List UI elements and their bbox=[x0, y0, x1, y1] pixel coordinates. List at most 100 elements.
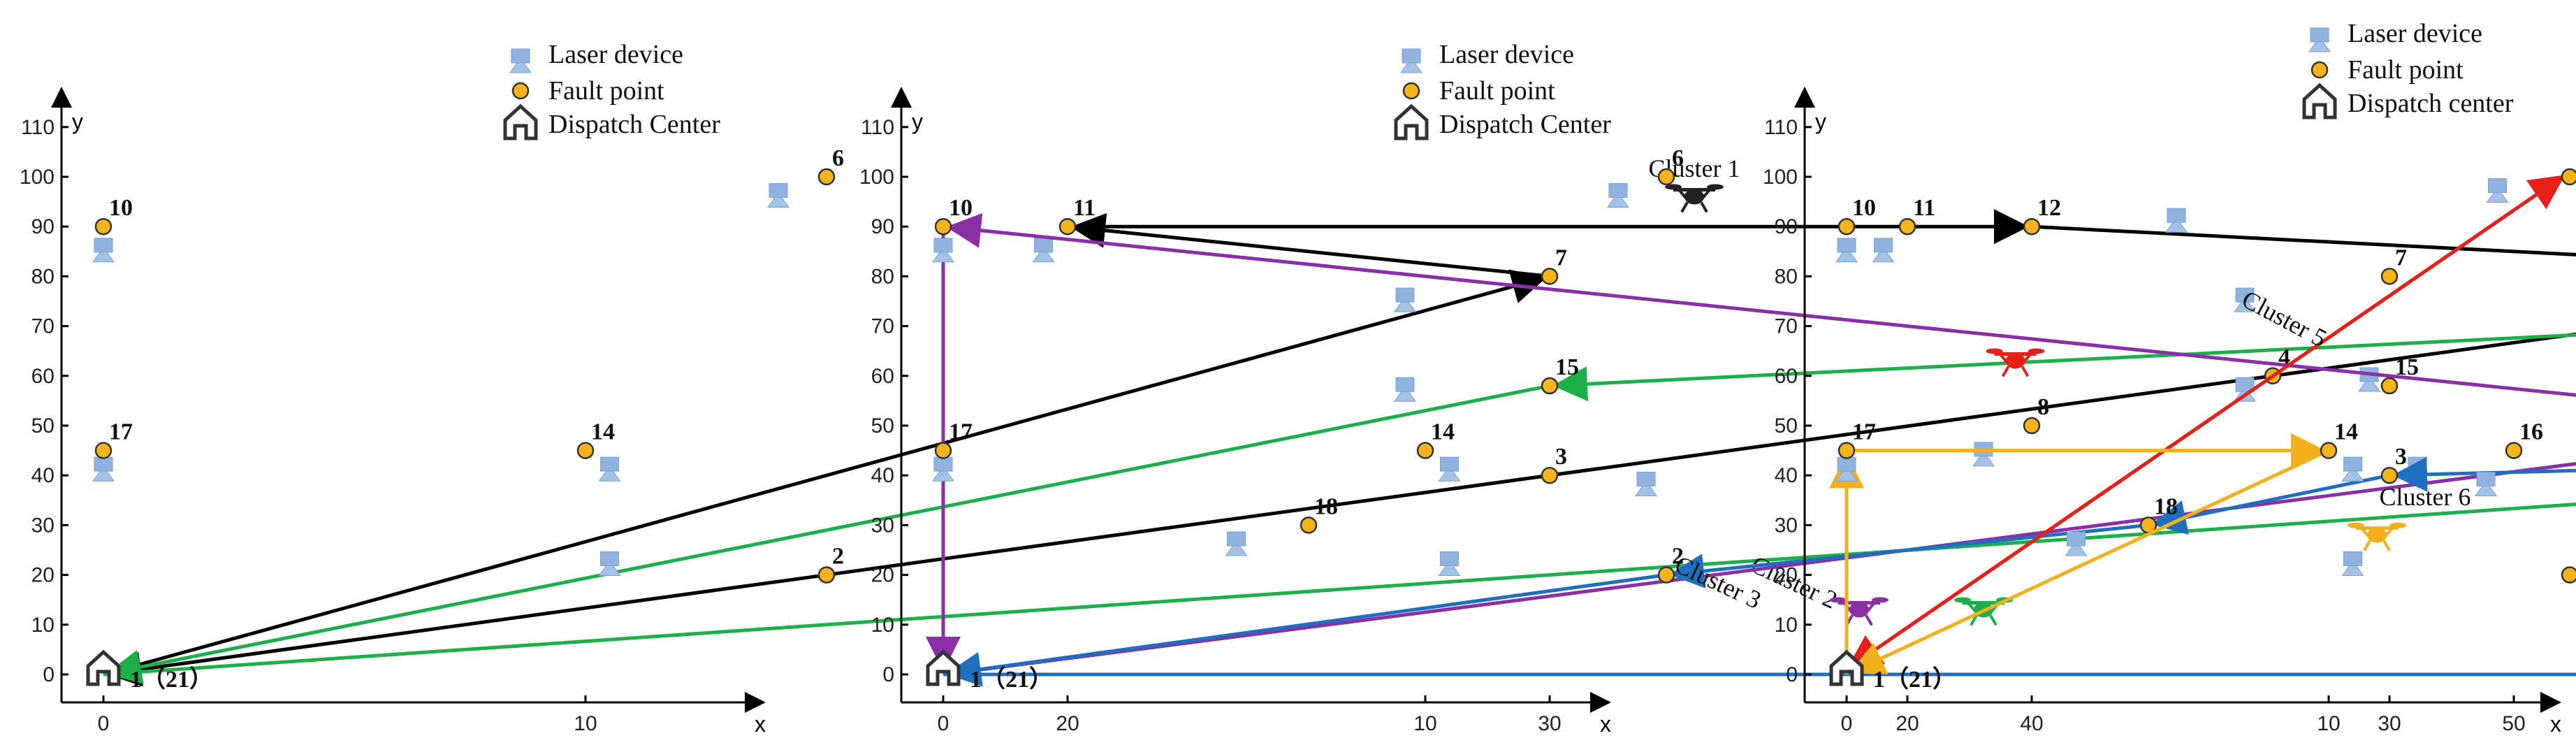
fault-point-marker bbox=[1657, 168, 1675, 186]
y-tick-label: 80 bbox=[1775, 265, 1798, 288]
y-tick-label: 40 bbox=[31, 464, 54, 487]
legend: Laser device Fault point Dispatch center bbox=[2302, 19, 2514, 120]
panel-right: 01020304050600102030405060708090100110xy… bbox=[1763, 19, 2576, 737]
route-segment bbox=[2392, 456, 2576, 492]
y-tick-label: 30 bbox=[31, 514, 54, 537]
laser-device-icon bbox=[1872, 238, 1895, 263]
drone-icon bbox=[1986, 348, 2045, 377]
cluster-label: Cluster 5 bbox=[2237, 285, 2331, 353]
x-tick-label: 0 bbox=[938, 712, 949, 735]
y-tick-label: 60 bbox=[31, 365, 54, 388]
fault-point-marker bbox=[1541, 377, 1559, 395]
drone-icon bbox=[1830, 597, 1889, 626]
laser-device-icon bbox=[1438, 456, 1461, 482]
y-tick-label: 20 bbox=[1775, 564, 1798, 587]
fault-point-label: 15 bbox=[2395, 354, 2419, 380]
fault-point-label: 3 bbox=[1555, 444, 1567, 470]
laser-device-icon bbox=[1607, 183, 1629, 208]
panel-left: 01020304050600102030405060708090100110xy… bbox=[20, 40, 2576, 737]
laser-device-icon bbox=[598, 456, 621, 482]
y-tick-label: 50 bbox=[1775, 414, 1798, 438]
legend-laser-label: Laser device bbox=[548, 40, 683, 69]
legend-laser-icon bbox=[509, 48, 532, 73]
fault-point-label: 8 bbox=[2037, 394, 2049, 420]
legend-laser-icon bbox=[1400, 48, 1422, 73]
route-segment bbox=[1552, 333, 2576, 402]
y-tick-label: 90 bbox=[1775, 215, 1798, 238]
fault-point-marker bbox=[2561, 566, 2576, 584]
laser-device-icon bbox=[92, 238, 115, 263]
fault-point-marker bbox=[2380, 466, 2399, 484]
laser-device-icon bbox=[1394, 287, 1416, 312]
route-segment bbox=[1849, 449, 2330, 674]
legend-fault-label: Fault point bbox=[548, 76, 664, 106]
route-segment bbox=[1846, 171, 2569, 670]
fault-point-label: 18 bbox=[1314, 493, 1338, 519]
fault-point-marker bbox=[934, 217, 952, 236]
x-axis-label: x bbox=[2550, 711, 2561, 737]
y-tick-label: 50 bbox=[31, 414, 54, 438]
y-tick-label: 90 bbox=[871, 215, 894, 238]
x-tick-label: 0 bbox=[98, 712, 110, 735]
y-tick-label: 10 bbox=[871, 614, 894, 637]
y-tick-label: 20 bbox=[871, 564, 894, 587]
fault-point-marker bbox=[1541, 268, 1559, 285]
dispatch-center-icon bbox=[1829, 649, 1864, 686]
x-tick-label: 10 bbox=[574, 712, 597, 735]
fault-point-label: 17 bbox=[109, 419, 133, 445]
y-tick-label: 110 bbox=[21, 116, 54, 139]
y-tick-label: 10 bbox=[1775, 614, 1798, 637]
y-tick-label: 30 bbox=[1775, 514, 1798, 537]
laser-device-icon bbox=[2341, 456, 2364, 482]
route-segment bbox=[105, 332, 2576, 687]
fault-point-label: 6 bbox=[832, 145, 844, 171]
fault-point-label: 7 bbox=[2395, 245, 2407, 270]
laser-device-icon bbox=[1835, 456, 1858, 482]
x-tick-label: 40 bbox=[2020, 712, 2043, 735]
fault-point-label: 10 bbox=[1852, 195, 1876, 221]
legend-fault-label: Fault point bbox=[1439, 76, 1555, 106]
route-segment bbox=[103, 269, 1548, 677]
fault-point-marker bbox=[94, 442, 112, 459]
x-axis-label: x bbox=[755, 711, 766, 737]
y-tick-label: 0 bbox=[43, 663, 54, 686]
fault-point-marker bbox=[1838, 217, 1856, 236]
fault-point-marker bbox=[2023, 217, 2041, 236]
fault-point-marker bbox=[94, 217, 112, 236]
fault-point-marker bbox=[2505, 442, 2523, 459]
route-segment bbox=[945, 573, 1667, 687]
laser-device-icon bbox=[1394, 377, 1416, 402]
legend: Laser device Fault point Dispatch Center bbox=[1394, 40, 1611, 140]
fault-point-marker bbox=[2561, 168, 2576, 186]
y-axis-label: y bbox=[912, 109, 923, 134]
laser-device-icon bbox=[2475, 472, 2497, 497]
y-tick-label: 0 bbox=[1786, 663, 1798, 686]
fault-point-label: 6 bbox=[1672, 145, 1684, 171]
y-tick-label: 100 bbox=[859, 166, 894, 189]
x-tick-label: 10 bbox=[1413, 712, 1436, 735]
fault-point-label: 14 bbox=[2334, 419, 2358, 445]
y-tick-label: 70 bbox=[1775, 315, 1798, 338]
panel-middle: 01020304050600102030405060708090100110xy… bbox=[859, 40, 2576, 737]
fault-point-marker bbox=[1838, 442, 1856, 459]
fault-point-label: 17 bbox=[1852, 419, 1876, 445]
fault-point-marker bbox=[2320, 442, 2338, 459]
dispatch-center-icon bbox=[926, 649, 961, 686]
legend-fault-icon bbox=[511, 82, 530, 100]
fault-point-label: 18 bbox=[2154, 493, 2178, 519]
laser-device-icon bbox=[932, 456, 954, 482]
depot-label: 1（21） bbox=[130, 665, 213, 693]
laser-device-icon bbox=[2065, 531, 2088, 556]
y-tick-label: 40 bbox=[871, 464, 894, 487]
laser-device-icon bbox=[1225, 531, 1248, 556]
legend-dispatch-label: Dispatch Center bbox=[548, 110, 720, 139]
fault-point-marker bbox=[934, 442, 952, 459]
dispatch-center-icon bbox=[86, 649, 121, 686]
y-tick-label: 40 bbox=[1775, 464, 1798, 487]
route-segment bbox=[945, 212, 2576, 397]
y-tick-label: 70 bbox=[871, 315, 894, 338]
fault-point-marker bbox=[1898, 217, 1916, 236]
y-tick-label: 60 bbox=[871, 365, 894, 388]
route-1 bbox=[1843, 171, 2569, 673]
x-tick-label: 0 bbox=[1841, 712, 1853, 735]
